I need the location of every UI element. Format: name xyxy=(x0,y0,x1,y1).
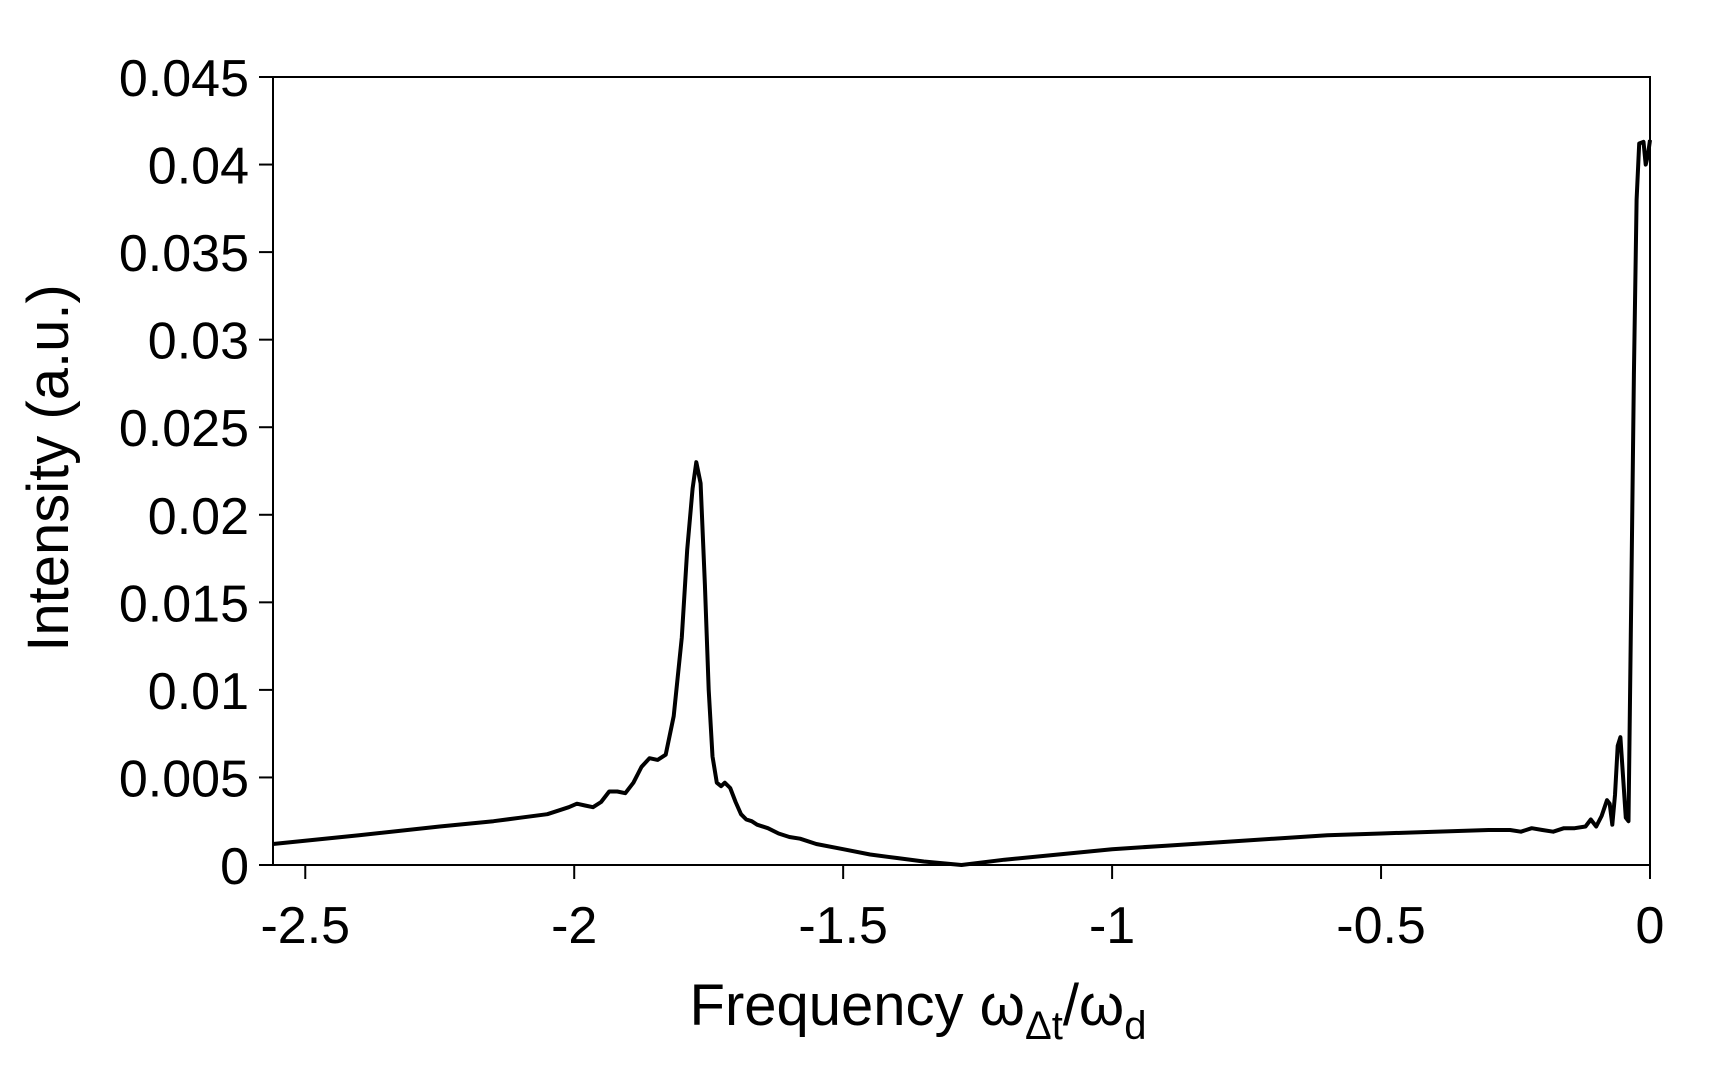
y-axis-title: Intensity (a.u.) xyxy=(16,284,81,651)
y-tick-label: 0.04 xyxy=(148,138,249,196)
x-tick-label: -1.5 xyxy=(798,897,888,955)
y-tick-label: 0.035 xyxy=(119,225,249,283)
y-tick-label: 0.025 xyxy=(119,400,249,458)
y-tick-label: 0.01 xyxy=(148,663,249,721)
y-tick-label: 0.005 xyxy=(119,750,249,808)
x-axis-title: Frequency ωΔt/ωd xyxy=(690,973,1147,1048)
y-tick-label: 0.03 xyxy=(148,313,249,371)
y-tick-label: 0.015 xyxy=(119,575,249,633)
x-tick-label: -2 xyxy=(551,897,597,955)
x-tick-label: -1 xyxy=(1089,897,1135,955)
series-line xyxy=(272,139,1652,867)
x-axis-ticks: -2.5 -2 -1.5 -1 -0.5 0 xyxy=(260,865,1664,955)
x-tick-label: -2.5 xyxy=(260,897,350,955)
y-axis-ticks: 0 0.005 0.01 0.015 0.02 0.025 0.03 0.035 0.04 0.0… xyxy=(119,50,273,896)
plot-frame xyxy=(272,76,1651,866)
y-tick-label: 0.02 xyxy=(148,488,249,546)
x-tick-label: 0 xyxy=(1636,897,1665,955)
x-tick-label: -0.5 xyxy=(1336,897,1426,955)
y-tick-label: 0.045 xyxy=(119,50,249,108)
y-tick-label: 0 xyxy=(220,838,249,896)
